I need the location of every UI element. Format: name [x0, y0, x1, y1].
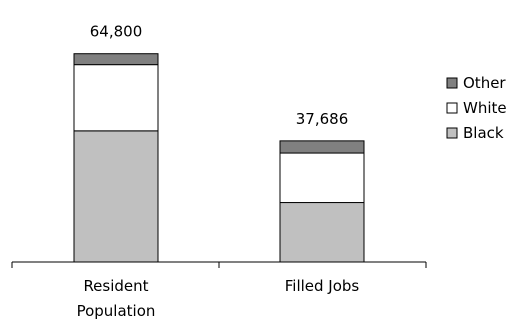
legend-swatch-black: [446, 127, 458, 139]
bar-resident-population-white: [73, 64, 159, 132]
total-label-resident-population: 64,800: [90, 23, 143, 41]
legend-label-black: Black: [463, 124, 504, 142]
category-label-filled-jobs-line-1: Filled Jobs: [285, 277, 360, 295]
legend-swatch-white: [446, 102, 458, 114]
category-labels: Resident Population Filled Jobs: [77, 277, 360, 320]
legend: Other White Black: [446, 74, 507, 142]
legend-label-other: Other: [463, 74, 506, 92]
legend-label-white: White: [463, 99, 507, 117]
legend-swatch-other: [446, 77, 458, 89]
x-axis-ticks: [11, 262, 427, 268]
total-label-filled-jobs: 37,686: [296, 110, 349, 128]
category-label-resident-population-line-1: Resident: [83, 277, 148, 295]
bar-resident-population-black: [73, 130, 159, 263]
bar-filled-jobs-other: [279, 140, 365, 154]
bar-group: [73, 53, 365, 263]
bar-filled-jobs-white: [279, 152, 365, 204]
category-label-resident-population-line-2: Population: [77, 302, 156, 320]
bar-filled-jobs-black: [279, 202, 365, 263]
bar-resident-population-other: [73, 53, 159, 66]
total-labels: 64,800 37,686: [90, 23, 349, 128]
